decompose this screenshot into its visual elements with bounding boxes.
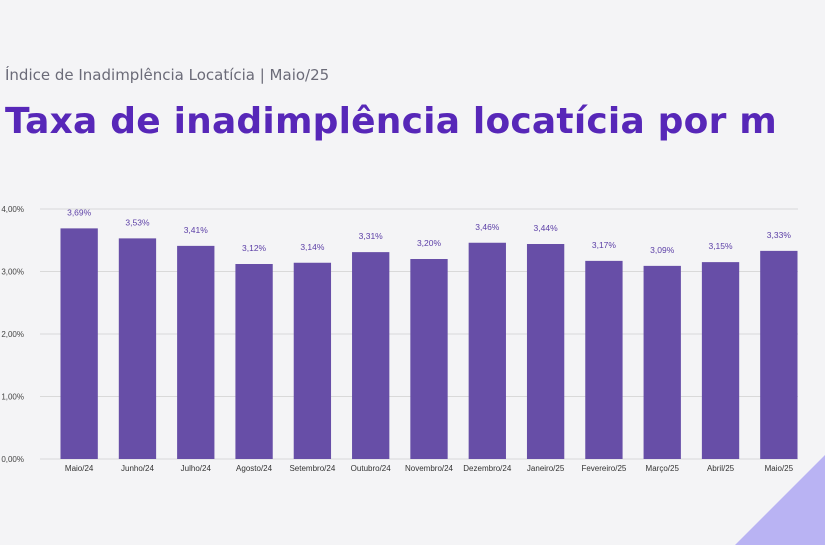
data-label: 3,12%: [242, 243, 267, 253]
x-tick-label: Junho/24: [121, 464, 154, 473]
x-tick-label: Março/25: [646, 464, 680, 473]
data-label: 3,33%: [767, 230, 792, 240]
bar: [468, 242, 506, 459]
chart-subtitle: Índice de Inadimplência Locatícia | Maio…: [5, 66, 330, 84]
data-label: 3,53%: [125, 217, 150, 227]
data-label: 3,09%: [650, 245, 675, 255]
y-tick-label: 4,00%: [1, 205, 24, 214]
bar: [701, 262, 740, 459]
x-tick-label: Dezembro/24: [463, 464, 512, 473]
bar: [293, 262, 332, 459]
y-tick-label: 3,00%: [1, 268, 24, 277]
bar: [526, 244, 565, 459]
chart-title: Taxa de inadimplência locatícia por m: [5, 101, 777, 142]
data-label: 3,31%: [359, 231, 384, 241]
bar: [118, 238, 157, 459]
x-tick-label: Outubro/24: [351, 464, 392, 473]
x-tick-label: Abril/25: [707, 464, 735, 473]
corner-decoration: [735, 455, 825, 545]
bar: [60, 228, 98, 459]
data-label: 3,14%: [300, 242, 325, 252]
x-tick-label: Maio/24: [65, 464, 94, 473]
bar: [760, 250, 798, 459]
data-label: 3,46%: [475, 222, 500, 232]
bar: [643, 265, 681, 459]
data-label: 3,44%: [534, 223, 559, 233]
data-label: 3,15%: [708, 241, 733, 251]
bar: [352, 252, 390, 459]
y-tick-label: 1,00%: [1, 393, 24, 402]
x-tick-label: Janeiro/25: [527, 464, 565, 473]
y-tick-label: 0,00%: [1, 455, 24, 464]
bar: [585, 260, 623, 459]
x-tick-label: Fevereiro/25: [581, 464, 626, 473]
bar: [410, 259, 448, 459]
x-tick-label: Agosto/24: [236, 464, 273, 473]
x-tick-label: Maio/25: [765, 464, 794, 473]
data-label: 3,17%: [592, 240, 617, 250]
data-label: 3,20%: [417, 238, 442, 248]
corner-triangle: [735, 455, 825, 545]
x-tick-label: Novembro/24: [405, 464, 454, 473]
data-label: 3,41%: [184, 225, 209, 235]
data-label: 3,69%: [67, 207, 92, 217]
bar: [235, 264, 273, 459]
bar-chart: 0,00% 1,00% 2,00% 3,00% 4,00% 3,69% Maio/24 3,5…: [1, 205, 798, 473]
y-tick-label: 2,00%: [1, 330, 24, 339]
x-tick-label: Setembro/24: [289, 464, 335, 473]
bar: [177, 245, 215, 459]
x-tick-label: Julho/24: [181, 464, 212, 473]
